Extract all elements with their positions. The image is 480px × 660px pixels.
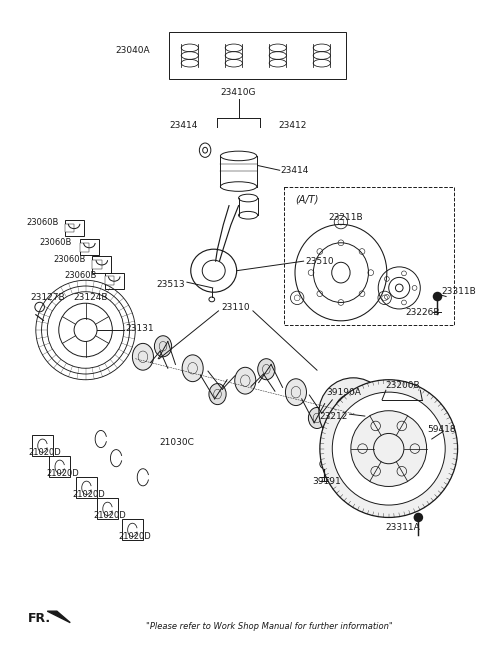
Text: 23110: 23110 (221, 302, 250, 312)
Bar (105, 277, 114, 285)
Circle shape (414, 513, 423, 522)
Bar (64, 220, 84, 236)
Text: 23060B: 23060B (40, 238, 72, 247)
Bar (97, 498, 118, 519)
Ellipse shape (330, 390, 351, 417)
Text: 23513: 23513 (156, 280, 185, 288)
Bar (122, 519, 143, 541)
Text: 23410G: 23410G (221, 88, 256, 97)
Text: 21020D: 21020D (28, 448, 61, 457)
Text: 23311A: 23311A (386, 523, 420, 531)
Bar (80, 239, 99, 255)
Text: 23127B: 23127B (30, 293, 65, 302)
Text: "Please refer to Work Shop Manual for further information": "Please refer to Work Shop Manual for fu… (146, 622, 393, 631)
Text: 21020D: 21020D (72, 490, 105, 499)
Ellipse shape (258, 358, 275, 380)
Text: 23510: 23510 (306, 257, 334, 265)
Text: 39191: 39191 (312, 477, 341, 486)
Text: 59418: 59418 (427, 425, 456, 434)
Bar (105, 273, 124, 289)
Circle shape (351, 411, 427, 486)
Circle shape (319, 378, 388, 447)
Text: 23211B: 23211B (328, 213, 363, 222)
Text: 23414: 23414 (281, 166, 309, 175)
Text: 23226B: 23226B (405, 308, 440, 317)
Ellipse shape (209, 383, 226, 405)
Circle shape (433, 292, 442, 302)
Bar (92, 260, 102, 269)
Text: 23060B: 23060B (53, 255, 85, 264)
Bar (64, 224, 74, 232)
Bar (169, 32, 346, 79)
Text: 23040A: 23040A (115, 46, 150, 55)
Text: 23131: 23131 (126, 323, 155, 333)
Ellipse shape (182, 355, 203, 381)
Bar (92, 256, 111, 273)
Bar (49, 456, 70, 477)
Text: (A/T): (A/T) (295, 195, 318, 205)
Text: 21020D: 21020D (118, 532, 151, 541)
Bar (32, 435, 53, 456)
Text: 23412: 23412 (279, 121, 307, 130)
Circle shape (332, 392, 445, 505)
Circle shape (320, 379, 457, 517)
Ellipse shape (155, 336, 172, 357)
Text: 21020D: 21020D (47, 469, 79, 478)
Ellipse shape (286, 379, 307, 405)
Polygon shape (48, 611, 70, 622)
Text: 39190A: 39190A (326, 387, 361, 397)
Text: 23200B: 23200B (386, 381, 420, 390)
Text: 23212: 23212 (319, 412, 348, 420)
Bar (80, 243, 89, 251)
Ellipse shape (235, 368, 256, 394)
Text: 21020D: 21020D (93, 511, 126, 520)
Text: 23060B: 23060B (26, 218, 59, 228)
Text: 23311B: 23311B (441, 287, 476, 296)
Text: 23060B: 23060B (65, 271, 97, 280)
Ellipse shape (308, 407, 325, 428)
Text: FR.: FR. (28, 612, 51, 625)
Text: 23124B: 23124B (73, 293, 108, 302)
Ellipse shape (132, 343, 154, 370)
Bar (76, 477, 97, 498)
Circle shape (335, 393, 372, 431)
Bar (284, 187, 454, 325)
Text: 21030C: 21030C (159, 438, 194, 447)
Text: 23414: 23414 (169, 121, 197, 130)
